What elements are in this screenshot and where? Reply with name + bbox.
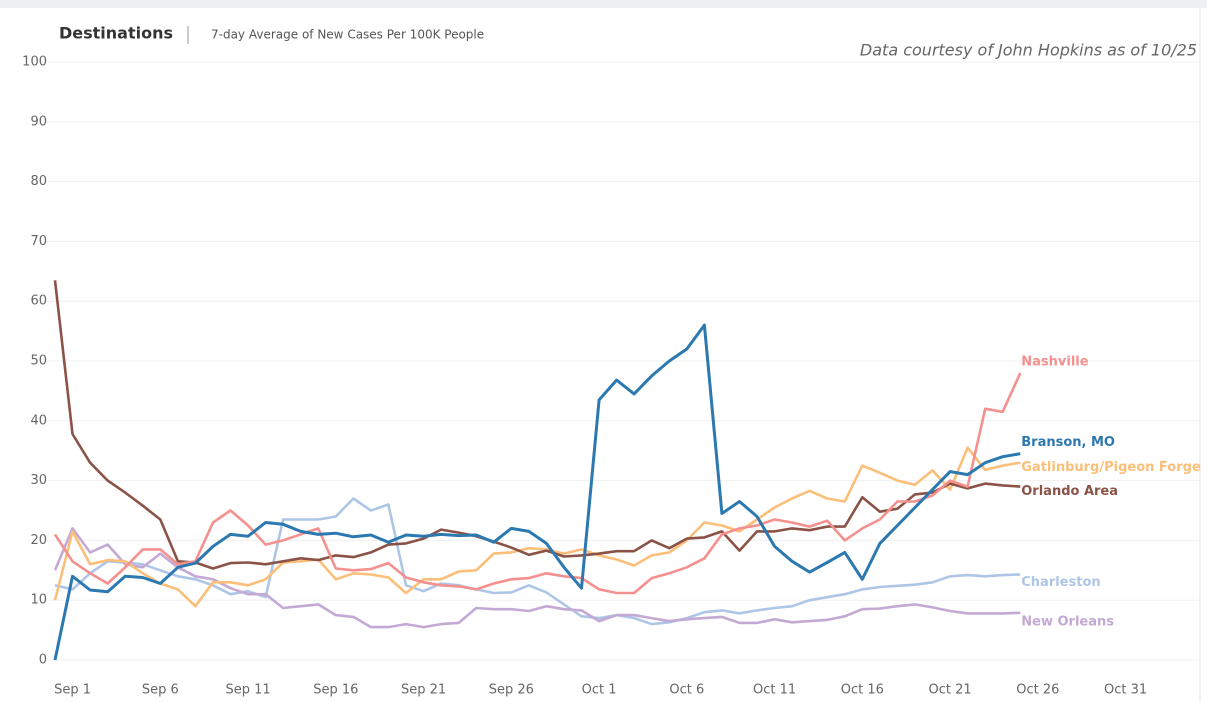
x-tick-label: Sep 1 <box>54 683 91 698</box>
series-line <box>53 527 1021 629</box>
series-line <box>53 446 1021 608</box>
lines <box>53 280 1022 661</box>
x-tick-label: Oct 1 <box>582 683 617 698</box>
series-label: New Orleans <box>1021 614 1114 629</box>
series-line <box>54 497 1021 626</box>
y-tick-label: 80 <box>30 174 47 189</box>
y-tick-label: 70 <box>30 234 47 249</box>
series-line <box>53 323 1021 661</box>
x-tick-label: Oct 21 <box>928 683 971 698</box>
grid: 0 10 20 30 40 50 60 70 80 90 100 Sep 1 Sep 6 Sep 11 Se… <box>22 55 1200 698</box>
series-label: Orlando Area <box>1021 484 1118 499</box>
x-tick-label: Oct 16 <box>841 683 884 698</box>
x-tick-label: Sep 16 <box>313 683 358 698</box>
x-tick-label: Oct 6 <box>669 683 704 698</box>
x-tick-label: Sep 26 <box>489 683 534 698</box>
labels: Charleston New Orleans Gatlinburg/Pigeon F… <box>1021 354 1201 629</box>
series-label: Charleston <box>1021 575 1100 590</box>
x-tick-label: Sep 6 <box>142 683 179 698</box>
y-tick-label: 60 <box>30 294 47 309</box>
series-line <box>53 372 1022 595</box>
series-label: Branson, MO <box>1021 435 1115 450</box>
y-tick-label: 20 <box>30 533 47 548</box>
top-strip <box>0 0 1207 8</box>
y-tick-label: 50 <box>30 354 47 369</box>
y-tick-label: 30 <box>30 473 47 488</box>
y-tick-label: 40 <box>30 413 47 428</box>
y-tick-label: 10 <box>30 593 47 608</box>
y-tick-label: 90 <box>30 114 47 129</box>
chart-title: Destinations <box>59 24 173 43</box>
series-label: Nashville <box>1021 354 1088 369</box>
y-tick-label: 0 <box>39 653 47 668</box>
x-tick-label: Oct 26 <box>1016 683 1059 698</box>
annotation: Data courtesy of John Hopkins as of 10/2… <box>860 41 1197 60</box>
x-tick-label: Sep 11 <box>225 683 270 698</box>
x-tick-label: Oct 11 <box>753 683 796 698</box>
y-tick-label: 100 <box>22 55 47 70</box>
x-tick-label: Sep 21 <box>401 683 446 698</box>
series-line <box>53 280 1021 570</box>
series-label: Gatlinburg/Pigeon Forge <box>1021 460 1201 475</box>
x-tick-label: Oct 31 <box>1104 683 1147 698</box>
chart-subtitle: 7-day Average of New Cases Per 100K Peop… <box>211 28 484 42</box>
